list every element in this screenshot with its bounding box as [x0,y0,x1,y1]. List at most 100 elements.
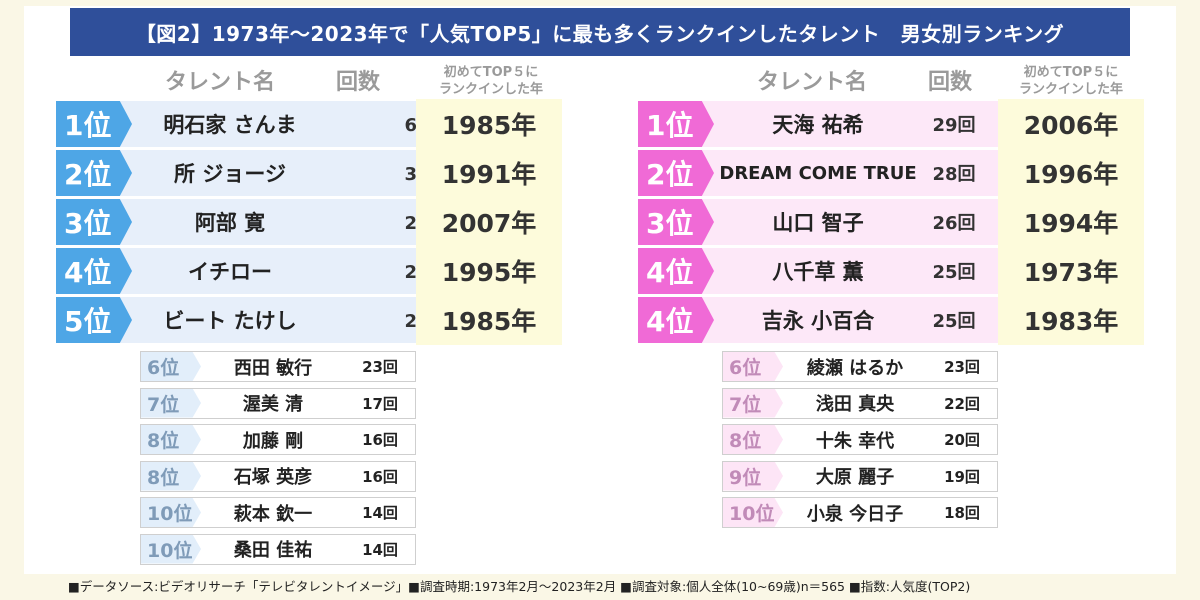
talent-name: 吉永 小百合 [761,309,875,333]
female-name-header: タレント名 [756,70,867,95]
talent-name: 石塚 英彦 [233,467,313,488]
female-year-header: 初めてTOP５に ランクインした年 [998,64,1144,98]
talent-name: 山口 智子 [772,211,864,235]
top-rank-row: 4位 八千草 薫 25回 [638,248,998,294]
lower-rank-row: 8位 十朱 幸代 20回 [722,424,998,455]
talent-name: 大原 麗子 [815,467,895,488]
female-year-header-line1: 初めてTOP５に [1023,65,1119,80]
male-year-header: 初めてTOP５に ランクインした年 [418,64,564,98]
first-rank-year: 1973年 [998,246,1144,296]
lower-rank-label: 10位 [141,498,201,527]
talent-name: 桑田 佳祐 [233,540,313,561]
lower-rank-label: 8位 [141,461,201,491]
appearance-count: 19回 [944,467,980,486]
rank-badge: 3位 [56,199,132,245]
appearance-count: 17回 [362,394,398,413]
talent-name: 八千草 薫 [772,260,864,284]
talent-name: 所 ジョージ [174,162,286,186]
lower-rank-row: 8位 加藤 剛 16回 [140,424,416,455]
talent-name: 渥美 清 [242,394,304,415]
lower-rank-label: 10位 [723,498,783,527]
chart-title: 【図2】1973年～2023年で「人気TOP5」に最も多くランクインしたタレント… [70,8,1130,56]
rank-badge: 4位 [638,248,714,294]
name-cell-bg [698,297,998,343]
appearance-count: 22回 [944,394,980,413]
first-rank-year: 1983年 [998,295,1144,345]
first-rank-year: 1985年 [416,99,562,149]
lower-rank-label: 6位 [141,352,201,381]
appearance-count: 23回 [362,358,398,376]
name-cell-bg [116,248,416,294]
first-rank-year: 2007年 [416,197,562,247]
talent-name: 綾瀬 はるか [806,357,904,379]
talent-name: 浅田 真央 [815,394,895,415]
rank-badge: 1位 [56,101,132,147]
lower-rank-row: 9位 大原 麗子 19回 [722,460,998,492]
rank-badge: 5位 [56,297,132,343]
talent-name: 西田 敏行 [233,357,313,379]
first-rank-year: 1991年 [416,148,562,198]
lower-rank-row: 10位 萩本 欽一 14回 [140,497,416,528]
name-cell-bg [698,150,998,196]
name-cell-bg [116,199,416,245]
appearance-count: 14回 [362,504,398,522]
lower-rank-label: 7位 [723,388,783,418]
male-year-header-line1: 初めてTOP５に [443,65,539,80]
talent-name: 十朱 幸代 [815,430,895,452]
lower-rank-label: 8位 [723,425,783,454]
appearance-count: 28回 [932,164,976,185]
name-cell-bg [698,199,998,245]
appearance-count: 29回 [932,115,976,136]
appearance-count: 16回 [362,467,398,486]
lower-rank-row: 6位 綾瀬 はるか 23回 [722,351,998,382]
lower-rank-row: 10位 小泉 今日子 18回 [722,497,998,528]
top-rank-row: 2位所 ジョージ38回 [56,150,448,196]
talent-name: 天海 祐希 [772,113,864,137]
male-count-header: 回数 [335,70,380,95]
talent-name: 明石家 さんま [163,113,297,137]
lower-rank-row: 7位 浅田 真央 22回 [722,387,998,419]
female-count-header: 回数 [927,70,972,95]
lower-rank-row: 8位 石塚 英彦 16回 [140,460,416,492]
female-year-header-line2: ランクインした年 [1018,82,1123,97]
name-cell-bg [116,297,416,343]
appearance-count: 25回 [932,311,976,332]
first-rank-year: 1994年 [998,197,1144,247]
rank-badge: 4位 [56,248,132,294]
talent-name: 阿部 寛 [194,211,266,235]
male-name-header: タレント名 [164,70,275,95]
rank-badge: 2位 [638,150,714,196]
top-rank-row: 2位 DREAM COME TRUE 28回 [638,150,998,196]
appearance-count: 25回 [932,262,976,283]
talent-name: イチロー [188,260,272,284]
appearance-count: 20回 [944,431,980,449]
name-cell-bg [698,101,998,147]
top-rank-row: 4位イチロー28回 [56,248,448,294]
first-rank-year: 2006年 [998,99,1144,149]
lower-rank-row: 10位 桑田 佳祐 14回 [140,533,416,565]
name-cell-bg [116,150,416,196]
male-year-header-line2: ランクインした年 [438,82,543,97]
talent-name: 加藤 剛 [242,430,304,452]
talent-name: 萩本 欽一 [233,503,313,525]
source-footnote: ■データソース:ビデオリサーチ「テレビタレントイメージ」■調査時期:1973年2… [68,579,971,594]
lower-rank-label: 6位 [723,352,783,381]
top-rank-row: 3位 山口 智子 26回 [638,199,998,245]
first-rank-year: 1995年 [416,246,562,296]
rank-badge: 2位 [56,150,132,196]
lower-rank-row: 7位 渥美 清 17回 [140,387,416,419]
appearance-count: 16回 [362,431,398,449]
lower-rank-label: 10位 [141,534,201,564]
rank-badge: 1位 [638,101,714,147]
lower-rank-label: 9位 [723,461,783,491]
first-rank-year: 1985年 [416,295,562,345]
appearance-count: 26回 [932,213,976,234]
top-rank-row: 1位 天海 祐希 29回 [638,101,998,147]
name-cell-bg [116,101,416,147]
top-rank-row: 4位 吉永 小百合 25回 [638,297,998,343]
appearance-count: 14回 [362,540,398,559]
lower-rank-label: 7位 [141,388,201,418]
first-rank-year: 1996年 [998,148,1144,198]
